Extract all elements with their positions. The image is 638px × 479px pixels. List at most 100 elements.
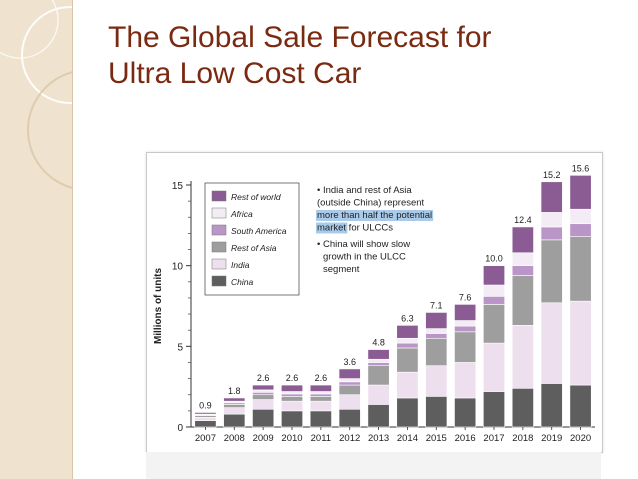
bar-segment-india: [454, 362, 477, 399]
bar-total-label: 3.6: [343, 357, 356, 367]
bar-segment-africa: [454, 320, 477, 327]
bar-total-label: 1.8: [228, 386, 241, 396]
bar-segment-south-america: [425, 333, 448, 339]
bar-segment-rest-of-asia: [338, 384, 361, 396]
stacked-bar-chart: 0 5 10 15 Millions of units 0.9 2007 1.8 2008 2.6…: [153, 163, 595, 444]
legend-label-china: China: [231, 277, 253, 287]
x-tick-label: 2016: [455, 433, 476, 444]
bar-segment-china: [540, 383, 563, 428]
bar-segment-south-america: [338, 381, 361, 386]
x-tick-label: 2010: [281, 433, 302, 444]
x-tick-label: 2020: [570, 433, 591, 444]
legend-swatch-india: [211, 258, 227, 270]
annotation-line-1: • India and rest of Asia: [317, 185, 412, 196]
decorative-side-panel: [0, 0, 73, 479]
bar-segment-india: [483, 342, 505, 392]
bar-segment-rest-of-asia: [367, 365, 390, 386]
bar-total-label: 15.2: [543, 170, 561, 180]
annotation-line-3: more than half the potential: [317, 210, 432, 221]
bar-segment-rest-of-asia: [309, 396, 332, 402]
bar-segment-china: [425, 396, 448, 428]
x-tick-label: 2011: [311, 433, 331, 444]
bar-segment-rest-of-world: [338, 368, 361, 379]
bar-segment-south-america: [540, 226, 563, 241]
y-axis-label: Millions of units: [153, 268, 164, 345]
bar-total-label: 10.0: [485, 254, 503, 264]
bar-segment-rest-of-asia: [540, 239, 563, 304]
legend-label-india: India: [231, 260, 250, 270]
x-tick-label: 2018: [512, 433, 533, 444]
bar-total-label: 4.8: [372, 338, 385, 348]
forecast-chart: 0 5 10 15 Millions of units 0.9 2007 1.8 2008 2.6…: [146, 152, 603, 453]
bar-segment-south-america: [511, 265, 534, 276]
bar-segment-africa: [338, 378, 361, 383]
bar-segment-rest-of-asia: [252, 394, 275, 400]
bar-segment-rest-of-world: [454, 304, 477, 321]
bar-segment-rest-of-asia: [569, 236, 592, 302]
bar-segment-africa: [309, 391, 332, 395]
x-tick-label: 2019: [541, 433, 562, 444]
annotation-line-2: (outside China) represent: [317, 198, 425, 209]
bar-segment-india: [367, 384, 390, 405]
bar-segment-india: [540, 302, 563, 384]
annotation-highlight: [316, 222, 348, 234]
bar-segment-rest-of-world: [569, 175, 592, 210]
slide-title: The Global Sale Forecast for Ultra Low C…: [108, 20, 608, 92]
bar-total-label: 12.4: [514, 215, 532, 225]
bar-segment-africa: [425, 328, 448, 334]
slide-title-line-1: The Global Sale Forecast for: [108, 21, 492, 54]
bar-segment-rest-of-asia: [223, 404, 246, 408]
bar-segment-africa: [569, 208, 592, 225]
bar-segment-china: [454, 397, 477, 428]
bar-segment-rest-of-asia: [396, 347, 419, 373]
bar-segment-africa: [367, 358, 390, 363]
legend-label-rest-of-asia: Rest of Asia: [231, 243, 277, 253]
bar-segment-rest-of-asia: [511, 275, 534, 326]
bar-segment-south-america: [483, 296, 505, 305]
legend-swatch-rest-of-asia: [211, 241, 227, 253]
bar-segment-rest-of-world: [425, 312, 448, 329]
annotation-line-b3: segment: [323, 264, 360, 275]
bar-segment-china: [396, 397, 419, 428]
bar-segment-south-america: [309, 393, 332, 397]
y-tick-label: 5: [177, 342, 183, 353]
x-tick-label: 2008: [224, 433, 245, 444]
bar-segment-africa: [540, 212, 563, 228]
bar-total-label: 2.6: [257, 373, 270, 383]
bar-total-label: 0.9: [199, 400, 212, 410]
bar-segment-africa: [483, 284, 505, 297]
bar-segment-china: [309, 410, 332, 428]
bar-segment-india: [281, 400, 303, 412]
decorative-circles: [0, 0, 72, 189]
bar-segment-india: [338, 394, 361, 410]
x-tick-label: 2009: [253, 433, 274, 444]
annotation-highlight: [316, 210, 434, 221]
bar-segment-india: [396, 371, 419, 399]
bar-segment-rest-of-world: [511, 226, 534, 254]
bar-segment-africa: [511, 252, 534, 266]
bar-segment-china: [483, 391, 505, 428]
bar-segment-china: [281, 410, 303, 428]
bar-segment-south-america: [367, 362, 390, 366]
bar-segment-africa: [252, 389, 275, 393]
legend-label-africa: Africa: [230, 209, 253, 219]
bar-total-label: 2.6: [315, 373, 328, 383]
bar-total-label: 2.6: [286, 373, 299, 383]
bar-total-label: 7.6: [459, 292, 472, 302]
bar-segment-south-america: [281, 393, 303, 397]
bar-segment-rest-of-world: [540, 181, 563, 213]
annotation-line-b2: growth in the ULCC: [323, 252, 406, 263]
bar-segment-rest-of-world: [281, 384, 303, 392]
legend-swatch-china: [211, 275, 227, 287]
bar-segment-india: [425, 365, 448, 397]
image-bottom-strip: [146, 452, 601, 479]
bar-segment-rest-of-world: [396, 325, 419, 339]
bar-segment-south-america: [396, 342, 419, 349]
bar-segment-india: [511, 325, 534, 389]
bar-segment-rest-of-asia: [281, 396, 303, 402]
bar-segment-rest-of-world: [367, 349, 390, 360]
bar-segment-china: [367, 404, 390, 428]
legend-label-rest-of-world: Rest of world: [231, 192, 281, 202]
bar-segment-india: [309, 400, 332, 412]
bar-segment-china: [569, 384, 592, 428]
